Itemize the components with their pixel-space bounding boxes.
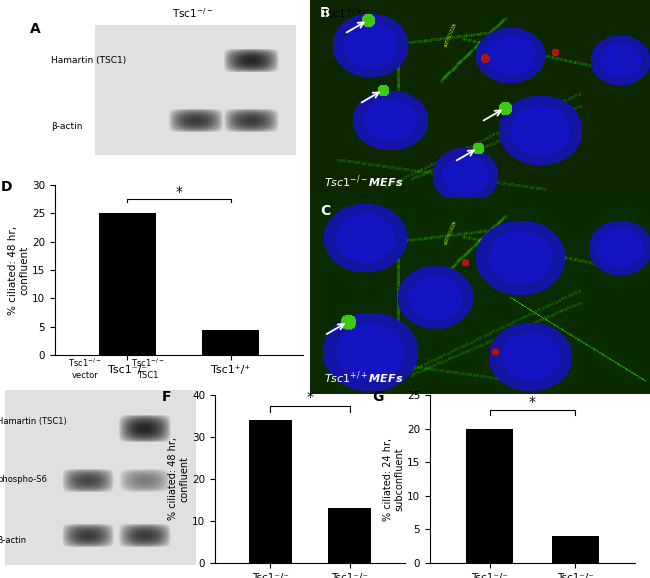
Text: Tsc1$^{-/-}$
vector: Tsc1$^{-/-}$ vector	[68, 357, 102, 380]
Text: Tsc1$^{-/-}$: Tsc1$^{-/-}$	[172, 6, 213, 20]
Bar	[99, 213, 156, 355]
Text: Tsc1$^{+/+}$: Tsc1$^{+/+}$	[321, 6, 363, 20]
Text: *: *	[307, 390, 313, 404]
Text: β-actin: β-actin	[0, 536, 27, 545]
Y-axis label: % ciliated: 48 hr,
confluent: % ciliated: 48 hr, confluent	[8, 225, 29, 314]
Text: F: F	[162, 390, 172, 404]
Text: $\mathit{Tsc1^{-/-}}$MEFs: $\mathit{Tsc1^{-/-}}$MEFs	[324, 173, 403, 190]
Bar	[466, 429, 514, 563]
Text: G: G	[372, 390, 384, 404]
Bar	[328, 509, 371, 563]
Text: phospho-S6: phospho-S6	[0, 475, 47, 484]
Bar	[552, 536, 599, 563]
Text: Tsc1$^{-/-}$
TSC1: Tsc1$^{-/-}$ TSC1	[131, 357, 164, 380]
Bar	[202, 329, 259, 355]
Text: Hamartin (TSC1): Hamartin (TSC1)	[0, 417, 67, 426]
Text: A: A	[30, 22, 41, 36]
Text: C: C	[320, 204, 330, 218]
Text: β-actin: β-actin	[51, 122, 83, 131]
Bar	[249, 420, 292, 563]
Y-axis label: % ciliated: 24 hr,
subconfluent: % ciliated: 24 hr, subconfluent	[383, 438, 404, 521]
Text: *: *	[529, 395, 536, 409]
Y-axis label: % ciliated: 48 hr,
confluent: % ciliated: 48 hr, confluent	[168, 438, 189, 521]
Text: $\mathit{Tsc1^{+/+}}$MEFs: $\mathit{Tsc1^{+/+}}$MEFs	[324, 369, 403, 386]
Text: B: B	[320, 6, 331, 20]
Text: *: *	[176, 186, 183, 199]
Text: D: D	[1, 180, 12, 194]
Text: Hamartin (TSC1): Hamartin (TSC1)	[51, 55, 126, 65]
